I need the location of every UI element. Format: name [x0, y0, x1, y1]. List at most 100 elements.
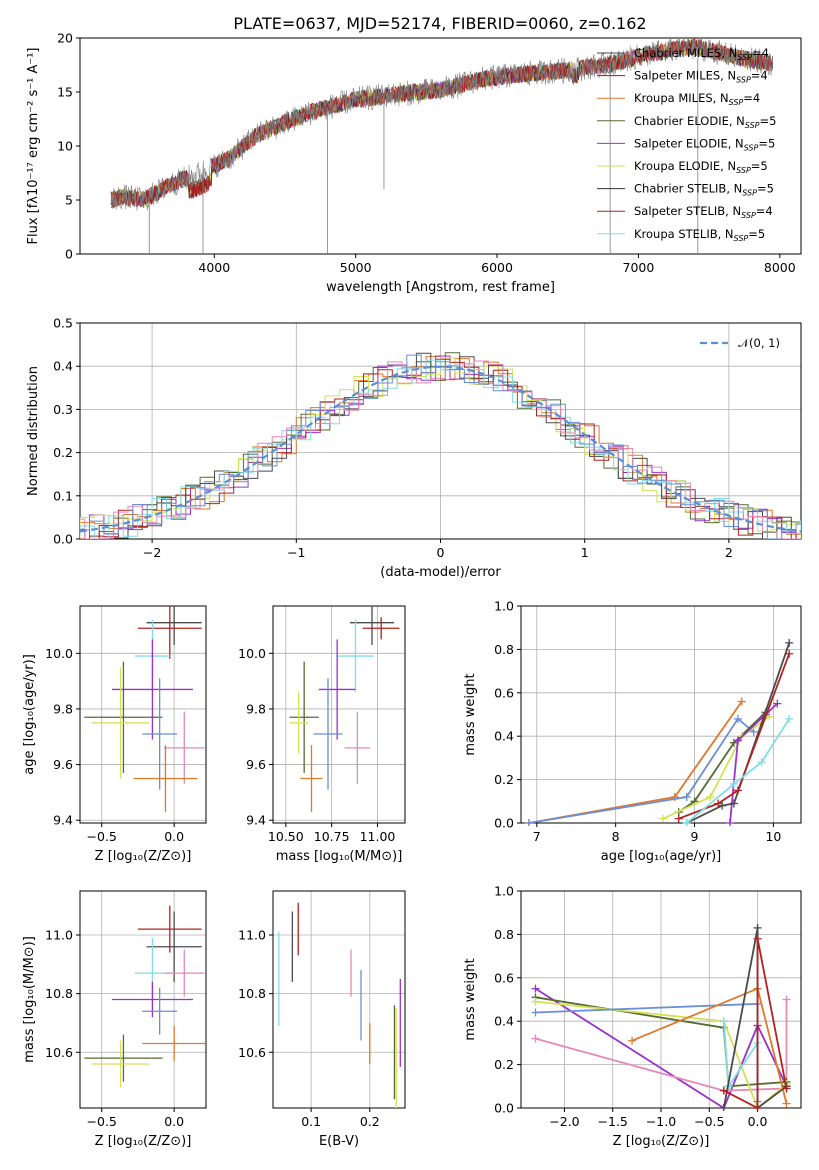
x-axis-label: (data-model)/error — [380, 565, 501, 580]
y-tick-label: 1.0 — [494, 884, 514, 899]
legend-text: Salpeter ELODIE, N — [634, 136, 744, 150]
spectrum-series-line — [110, 38, 774, 208]
x-tick-label: −0.5 — [87, 1114, 117, 1129]
axes-frame — [272, 890, 406, 1109]
weight-point-marker — [753, 1104, 762, 1111]
error-point — [91, 1040, 150, 1088]
x-axis-label: Z [log₁₀(Z/Z⊙)] — [95, 849, 192, 864]
x-tick-label: 0.0 — [748, 1114, 768, 1129]
legend-entry: Chabrier MILES, NSSP=4 — [634, 46, 769, 62]
x-tick-label: −2 — [143, 545, 161, 560]
weight-point-marker — [628, 1036, 637, 1045]
legend-value: =5 — [748, 227, 765, 241]
axes-weight_vs_age: 7 8 9 10 0.0 0.2 0.4 0.6 0.8 1.0 age [log₁₀(age/yr… — [463, 599, 802, 864]
y-tick-label: 0.2 — [494, 772, 514, 787]
y-axis-label: mass [log₁₀(M/M⊙)] — [22, 936, 37, 1063]
error-point — [164, 949, 205, 997]
weight-series — [682, 714, 794, 826]
error-point — [289, 661, 319, 773]
weight-point-marker — [729, 799, 738, 808]
legend-subscript: SSP — [737, 53, 752, 62]
legend-value: =5 — [758, 136, 775, 150]
y-tick-label: 0.5 — [53, 316, 73, 331]
legend-value: =4 — [756, 204, 773, 218]
y-tick-label: 5 — [65, 193, 73, 208]
x-axis-label: Z [log₁₀(Z/Z⊙)] — [613, 1134, 710, 1149]
x-tick-label: −0.5 — [87, 829, 117, 844]
y-tick-label: 9.8 — [53, 701, 73, 716]
error-point — [142, 987, 178, 1035]
axes-frame — [79, 890, 207, 1109]
weight-point-marker — [524, 819, 533, 826]
axes-frame — [272, 605, 406, 824]
observed-spectrum-line — [110, 38, 773, 211]
residual-legend: 𝒩(0, 1) — [700, 336, 780, 350]
y-axis-label: age [log₁₀(age/yr)] — [22, 654, 37, 775]
axes-age_vs_mass: 10.50 10.75 11.00 9.4 9.6 9.8 10.0 mass [log₁₀(… — [238, 605, 406, 864]
y-tick-label: 9.4 — [246, 813, 266, 828]
legend-subscript: SSP — [734, 234, 749, 243]
y-tick-label: 1.0 — [494, 599, 514, 614]
legend-subscript: SSP — [736, 166, 751, 175]
x-axis-label: wavelength [Angstrom, rest frame] — [326, 280, 555, 295]
y-tick-label: 0.3 — [53, 402, 73, 417]
legend-entry: 𝒩(0, 1) — [738, 336, 780, 350]
x-tick-label: 10 — [765, 829, 781, 844]
legend-subscript: SSP — [736, 76, 751, 85]
axes-spectrum: 4000 5000 6000 7000 8000 0 5 10 15 20 wavelength [… — [26, 31, 802, 295]
y-axis-label: mass weight — [463, 673, 478, 755]
weight-point-marker — [531, 1034, 540, 1043]
legend-text: Kroupa STELIB, N — [634, 227, 734, 241]
y-tick-label: 11.0 — [45, 927, 73, 942]
weight-point-marker — [714, 799, 723, 808]
weight-point-marker — [719, 1017, 728, 1026]
weight-point-marker — [682, 792, 691, 801]
error-point — [146, 911, 202, 982]
error-point — [289, 692, 308, 754]
x-axis-label: Z [log₁₀(Z/Z⊙)] — [95, 1134, 192, 1149]
errorbars-age_vs_mass — [289, 606, 400, 812]
weight-series-line — [535, 999, 788, 1092]
spectrum-lines — [110, 38, 774, 254]
figure-title: PLATE=0637, MJD=52174, FIBERID=0060, z=0… — [233, 14, 646, 33]
y-tick-label: 10.8 — [238, 986, 266, 1001]
error-point — [111, 639, 193, 740]
x-tick-label: 5000 — [340, 260, 372, 275]
legend-text: Salpeter MILES, N — [634, 69, 736, 83]
y-tick-label: 0.6 — [494, 970, 514, 985]
weight-series-line — [528, 717, 755, 824]
legend-value: =4 — [752, 46, 769, 60]
axes-mass_vs_ebv: 0.1 0.2 10.6 10.8 11.0 E(B-V) — [238, 890, 406, 1149]
error-point — [313, 678, 343, 790]
x-tick-label: 10.75 — [314, 829, 350, 844]
x-tick-label: 8 — [612, 829, 620, 844]
legend-subscript: SSP — [742, 189, 757, 198]
y-tick-label: 10.0 — [45, 646, 73, 661]
x-tick-label: 6000 — [481, 260, 513, 275]
weight-series — [719, 934, 791, 1111]
legend-subscript: SSP — [745, 121, 760, 130]
axes-mass_vs_Z: −0.5 0.0 10.6 10.8 11.0 Z [log₁₀(Z/Z⊙)] mass [… — [22, 890, 207, 1149]
weight-point-marker — [785, 638, 794, 647]
weight-point-marker — [773, 699, 782, 708]
x-tick-label: −2.0 — [549, 1114, 579, 1129]
y-tick-label: 0.8 — [494, 642, 514, 657]
x-axis-label: E(B-V) — [319, 1134, 359, 1149]
weight-point-marker — [785, 714, 794, 723]
x-tick-label: −1 — [287, 545, 305, 560]
y-tick-label: 0.8 — [494, 927, 514, 942]
error-point — [142, 1025, 206, 1062]
y-axis-label: Normed distribution — [26, 366, 41, 496]
error-point — [337, 619, 374, 693]
legend-entry: Chabrier ELODIE, NSSP=5 — [634, 114, 776, 130]
weight-point-marker — [733, 714, 742, 723]
legend-text: Chabrier STELIB, N — [634, 182, 742, 196]
y-tick-label: 0.2 — [53, 445, 73, 460]
x-axis-label: age [log₁₀(age/yr)] — [601, 849, 722, 864]
legend-subscript: SSP — [741, 211, 756, 220]
weight-point-marker — [706, 792, 715, 801]
x-tick-label: 7 — [533, 829, 541, 844]
x-tick-label: −1.0 — [646, 1114, 676, 1129]
weight-series — [524, 697, 746, 826]
legend-entry: Salpeter ELODIE, NSSP=5 — [634, 136, 775, 152]
